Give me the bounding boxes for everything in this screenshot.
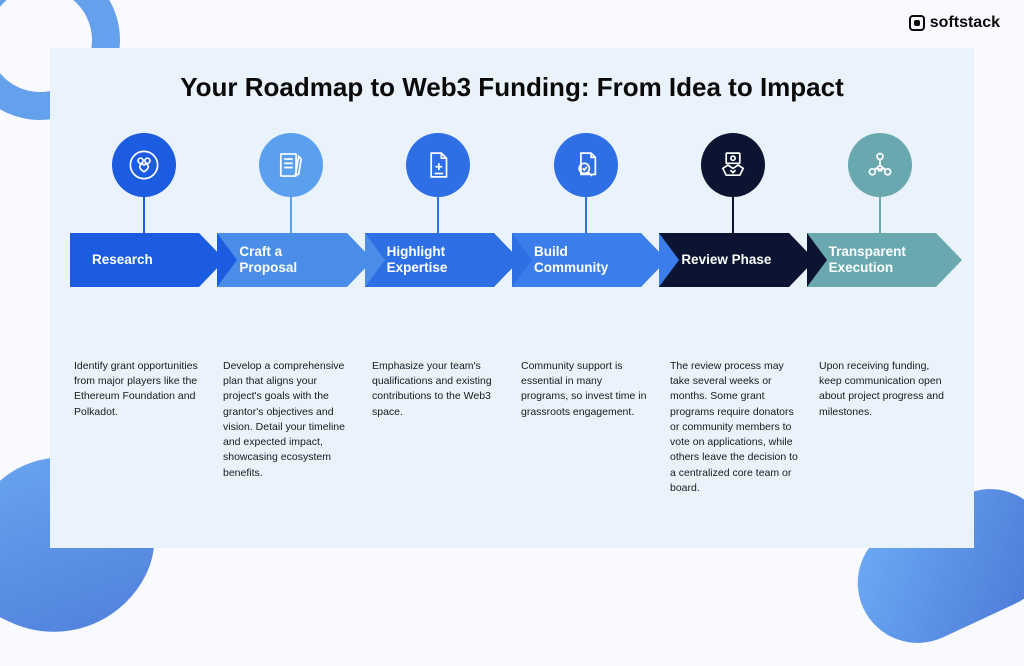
- step-description: Identify grant opportunities from major …: [70, 359, 209, 496]
- step-stem: [143, 195, 145, 233]
- people-heart-icon: [112, 133, 176, 197]
- step-arrow-body: Craft a Proposal: [217, 233, 346, 287]
- roadmap-step: Transparent Execution: [807, 133, 954, 353]
- step-stem: [732, 195, 734, 233]
- brand-logo-icon: [909, 15, 925, 31]
- handshake-icon: [701, 133, 765, 197]
- step-stem: [437, 195, 439, 233]
- step-arrow: Review Phase: [659, 233, 806, 287]
- arrow-head: [936, 233, 962, 287]
- step-descriptions: Identify grant opportunities from major …: [70, 359, 954, 496]
- arrow-notch: [512, 233, 532, 287]
- roadmap-step: Highlight Expertise: [365, 133, 512, 353]
- step-arrow: Research: [70, 233, 217, 287]
- step-arrow: Transparent Execution: [807, 233, 954, 287]
- step-label: Highlight Expertise: [387, 244, 494, 276]
- roadmap-panel: Your Roadmap to Web3 Funding: From Idea …: [50, 48, 974, 548]
- step-arrow-body: Build Community: [512, 233, 641, 287]
- roadmap-flow: Research Craft a Proposal Highlight Expert…: [70, 133, 954, 353]
- page-title: Your Roadmap to Web3 Funding: From Idea …: [70, 72, 954, 103]
- step-arrow-body: Transparent Execution: [807, 233, 936, 287]
- step-stem: [879, 195, 881, 233]
- step-arrow-body: Highlight Expertise: [365, 233, 494, 287]
- roadmap-step: Build Community: [512, 133, 659, 353]
- step-arrow: Build Community: [512, 233, 659, 287]
- step-description: Develop a comprehensive plan that aligns…: [219, 359, 358, 496]
- step-label: Build Community: [534, 244, 641, 276]
- brand-name: softstack: [930, 14, 1000, 32]
- step-label: Transparent Execution: [829, 244, 936, 276]
- arrow-notch: [217, 233, 237, 287]
- step-stem: [290, 195, 292, 233]
- arrow-notch: [807, 233, 827, 287]
- org-chart-icon: [848, 133, 912, 197]
- step-arrow: Highlight Expertise: [365, 233, 512, 287]
- document-check-magnify-icon: [554, 133, 618, 197]
- arrow-notch: [659, 233, 679, 287]
- step-label: Research: [92, 252, 159, 268]
- step-label: Craft a Proposal: [239, 244, 346, 276]
- step-stem: [585, 195, 587, 233]
- step-arrow-body: Research: [70, 233, 199, 287]
- step-arrow-body: Review Phase: [659, 233, 788, 287]
- roadmap-step: Review Phase: [659, 133, 806, 353]
- step-arrow: Craft a Proposal: [217, 233, 364, 287]
- document-pencil-icon: [259, 133, 323, 197]
- step-description: The review process may take several week…: [666, 359, 805, 496]
- step-label: Review Phase: [681, 252, 777, 268]
- step-description: Emphasize your team's qualifications and…: [368, 359, 507, 496]
- document-plus-icon: [406, 133, 470, 197]
- roadmap-step: Research: [70, 133, 217, 353]
- step-description: Community support is essential in many p…: [517, 359, 656, 496]
- step-description: Upon receiving funding, keep communicati…: [815, 359, 954, 496]
- arrow-notch: [365, 233, 385, 287]
- roadmap-step: Craft a Proposal: [217, 133, 364, 353]
- brand-logo: softstack: [909, 14, 1000, 32]
